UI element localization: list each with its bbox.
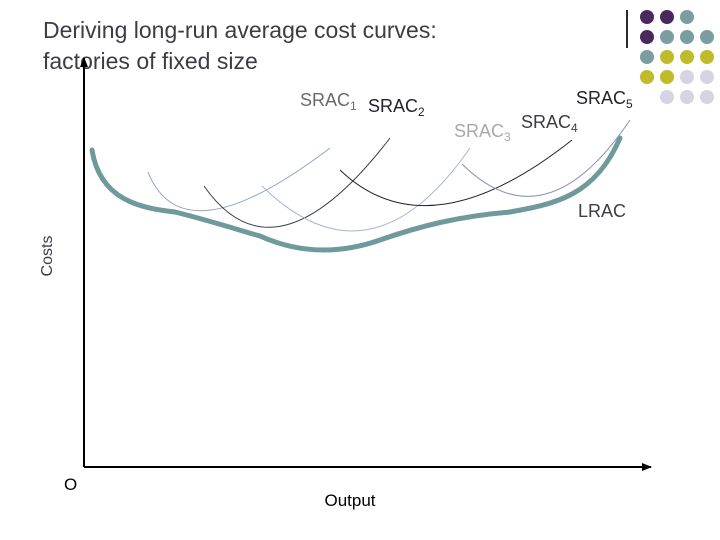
lrac-label: LRAC [578, 201, 626, 221]
srac1-curve [147, 147, 331, 212]
slide-title: Deriving long-run average cost curves: f… [43, 15, 437, 77]
decor-dot [660, 50, 674, 64]
srac5-label: SRAC5 [576, 88, 633, 111]
decor-dot [640, 30, 654, 44]
decor-dot [660, 70, 674, 84]
y-axis-label: Costs [39, 236, 56, 277]
srac2-curve [203, 137, 391, 228]
srac3-label: SRAC3 [454, 121, 511, 144]
srac1-label: SRAC1 [300, 90, 357, 113]
decor-dot [660, 30, 674, 44]
origin-label: O [64, 475, 77, 494]
decor-dot [660, 90, 674, 104]
decor-dot [660, 10, 674, 24]
decor-dot [640, 50, 654, 64]
lrac-curve [89, 135, 623, 253]
decor-dot [680, 90, 694, 104]
srac4-label: SRAC4 [521, 112, 578, 135]
srac4-curve [339, 139, 573, 207]
decor-dot [700, 90, 714, 104]
decor-dot [680, 70, 694, 84]
decor-dot [680, 10, 694, 24]
x-axis-label: Output [324, 491, 375, 510]
title-line-1: Deriving long-run average cost curves: [43, 17, 437, 43]
decor-dot [700, 30, 714, 44]
decor-dot [700, 70, 714, 84]
srac3-curve [261, 147, 471, 232]
decor-dot [680, 50, 694, 64]
srac2-label: SRAC2 [368, 96, 425, 119]
title-line-2: factories of fixed size [43, 48, 258, 74]
decor-vertical-line [626, 10, 628, 48]
srac5-curve [461, 119, 631, 197]
decor-dot [640, 10, 654, 24]
decor-dot [700, 50, 714, 64]
decor-dot [640, 70, 654, 84]
decor-dot [680, 30, 694, 44]
